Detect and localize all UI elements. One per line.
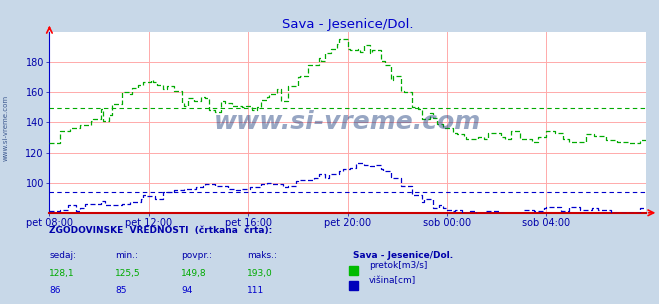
- Text: maks.:: maks.:: [247, 251, 277, 260]
- Text: 149,8: 149,8: [181, 269, 207, 278]
- Text: min.:: min.:: [115, 251, 138, 260]
- Title: Sava - Jesenice/Dol.: Sava - Jesenice/Dol.: [282, 18, 413, 31]
- Text: sedaj:: sedaj:: [49, 251, 76, 260]
- Text: 193,0: 193,0: [247, 269, 273, 278]
- Text: 125,5: 125,5: [115, 269, 141, 278]
- Text: Sava - Jesenice/Dol.: Sava - Jesenice/Dol.: [353, 251, 453, 260]
- Text: 85: 85: [115, 286, 127, 295]
- Text: 111: 111: [247, 286, 264, 295]
- Text: 128,1: 128,1: [49, 269, 75, 278]
- Text: povpr.:: povpr.:: [181, 251, 212, 260]
- Text: 86: 86: [49, 286, 61, 295]
- Text: ZGODOVINSKE  VREDNOSTI  (črtkana  črta):: ZGODOVINSKE VREDNOSTI (črtkana črta):: [49, 226, 273, 236]
- Text: višina[cm]: višina[cm]: [369, 276, 416, 285]
- Text: www.si-vreme.com: www.si-vreme.com: [214, 110, 481, 134]
- Text: www.si-vreme.com: www.si-vreme.com: [2, 95, 9, 161]
- Text: pretok[m3/s]: pretok[m3/s]: [369, 261, 428, 270]
- Text: 94: 94: [181, 286, 192, 295]
